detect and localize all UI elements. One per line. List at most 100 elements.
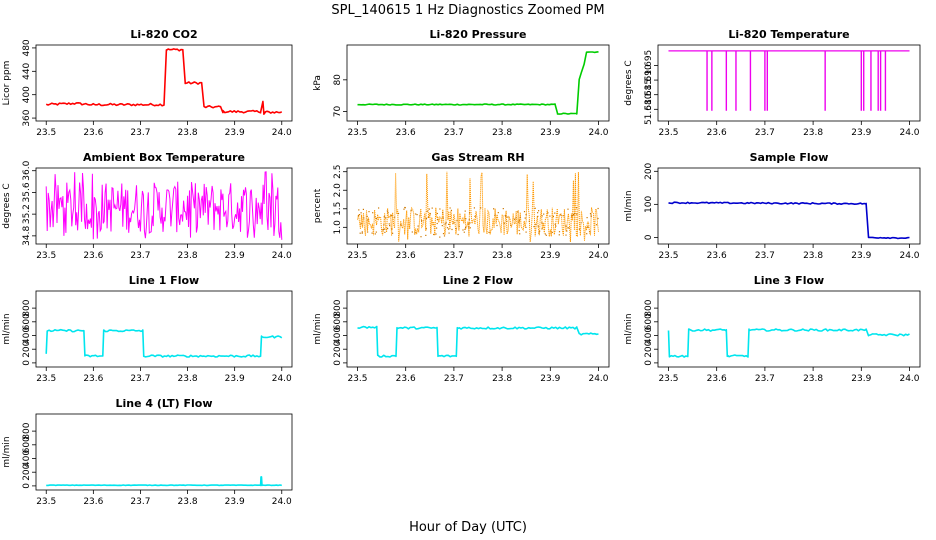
data-point xyxy=(457,233,459,236)
x-tick-label: 23.6 xyxy=(83,374,103,384)
data-point xyxy=(425,218,428,220)
data-point xyxy=(525,231,527,233)
data-point xyxy=(525,214,527,216)
data-point xyxy=(383,216,385,218)
y-tick-label: 34.8 xyxy=(22,226,32,246)
x-tick-label: 23.6 xyxy=(707,374,727,384)
series-line1 xyxy=(45,328,283,358)
y-tick-label: 200 xyxy=(22,340,32,357)
data-point xyxy=(427,216,429,218)
data-point xyxy=(541,222,543,224)
data-point xyxy=(519,216,521,218)
data-point xyxy=(534,207,536,209)
x-tick-label: 23.6 xyxy=(83,128,103,138)
panel-title: Ambient Box Temperature xyxy=(83,151,245,164)
data-point xyxy=(392,232,394,234)
data-point xyxy=(458,225,460,227)
y-tick-label: 2.5 xyxy=(333,165,343,179)
x-tick-label: 23.6 xyxy=(707,251,727,261)
data-point xyxy=(361,232,363,234)
x-tick-label: 23.6 xyxy=(396,251,416,261)
data-point xyxy=(586,217,588,219)
data-point xyxy=(515,217,517,219)
data-point xyxy=(566,230,568,232)
x-tick-label: 23.8 xyxy=(803,251,823,261)
y-axis-label: Licor ppm xyxy=(2,61,12,106)
panel-line1: Line 1 Flow ml/min 23.5 23.6 23.7 23.8 23.9 24.… xyxy=(2,274,293,384)
x-tick-label: 23.8 xyxy=(178,374,198,384)
data-point xyxy=(468,219,470,221)
data-point xyxy=(384,231,386,233)
y-axis-label: percent xyxy=(313,188,323,223)
data-point xyxy=(372,212,374,214)
data-point xyxy=(360,212,362,214)
data-point xyxy=(361,231,363,233)
y-axis-label: ml/min xyxy=(2,436,12,467)
data-point xyxy=(439,208,441,210)
panel-title: Sample Flow xyxy=(750,151,829,164)
data-point xyxy=(468,223,470,225)
y-axis-label: ml/min xyxy=(624,313,634,344)
x-tick-label: 24.0 xyxy=(899,374,919,384)
data-point xyxy=(578,228,580,230)
data-point xyxy=(433,233,435,236)
data-point xyxy=(464,228,466,230)
y-axis-label: ml/min xyxy=(313,313,323,344)
data-point xyxy=(518,219,520,221)
panel-title: Line 3 Flow xyxy=(754,274,824,287)
data-point xyxy=(510,224,512,226)
data-point xyxy=(559,214,562,216)
data-point xyxy=(419,215,421,217)
panel-line4: Line 4 (LT) Flow ml/min 23.5 23.6 23.7 23.8 23… xyxy=(2,397,293,507)
data-point xyxy=(523,211,526,213)
data-point xyxy=(446,227,449,229)
data-point xyxy=(358,209,360,211)
x-tick-label: 23.9 xyxy=(540,374,560,384)
data-point xyxy=(420,236,422,238)
series-line2 xyxy=(357,325,599,358)
y-tick-label: 0 xyxy=(644,234,654,240)
data-point xyxy=(504,215,506,217)
data-point xyxy=(374,216,376,218)
y-tick-label: 70 xyxy=(333,106,343,118)
y-tick-label: 0 xyxy=(333,360,343,366)
data-point xyxy=(524,217,526,219)
data-point xyxy=(376,217,378,220)
data-point xyxy=(552,215,554,217)
y-tick-label: 35.2 xyxy=(22,204,32,224)
data-point xyxy=(537,215,539,217)
x-tick-label: 23.9 xyxy=(851,374,871,384)
panel-line3: Line 3 Flow ml/min 23.5 23.6 23.7 23.8 23.9 24.… xyxy=(624,274,921,384)
x-tick-label: 23.5 xyxy=(347,374,367,384)
x-tick-label: 24.0 xyxy=(588,128,608,138)
x-tick-label: 24.0 xyxy=(899,128,919,138)
x-tick-label: 23.5 xyxy=(347,251,367,261)
x-tick-label: 23.9 xyxy=(851,128,871,138)
y-tick-label: 51.680 xyxy=(644,93,654,125)
data-point xyxy=(387,227,389,230)
y-axis-label: degrees C xyxy=(624,60,634,105)
data-point xyxy=(382,228,385,231)
data-point xyxy=(538,210,540,212)
data-point xyxy=(385,217,387,219)
data-point xyxy=(505,216,507,218)
data-point xyxy=(436,219,438,221)
data-point xyxy=(469,212,471,214)
data-point xyxy=(453,222,455,224)
data-point xyxy=(463,231,465,233)
data-point xyxy=(425,228,427,230)
data-point xyxy=(415,213,417,215)
data-point xyxy=(567,227,569,229)
data-point xyxy=(448,223,450,225)
data-point xyxy=(441,225,443,227)
x-tick-label: 23.5 xyxy=(658,128,678,138)
data-point xyxy=(442,212,444,214)
data-point xyxy=(580,222,582,224)
data-point xyxy=(567,208,569,210)
data-point xyxy=(455,228,457,230)
data-point xyxy=(359,232,361,234)
y-tick-label: 80 xyxy=(333,74,343,86)
data-point xyxy=(451,228,453,231)
y-tick-label: 400 xyxy=(22,450,32,467)
